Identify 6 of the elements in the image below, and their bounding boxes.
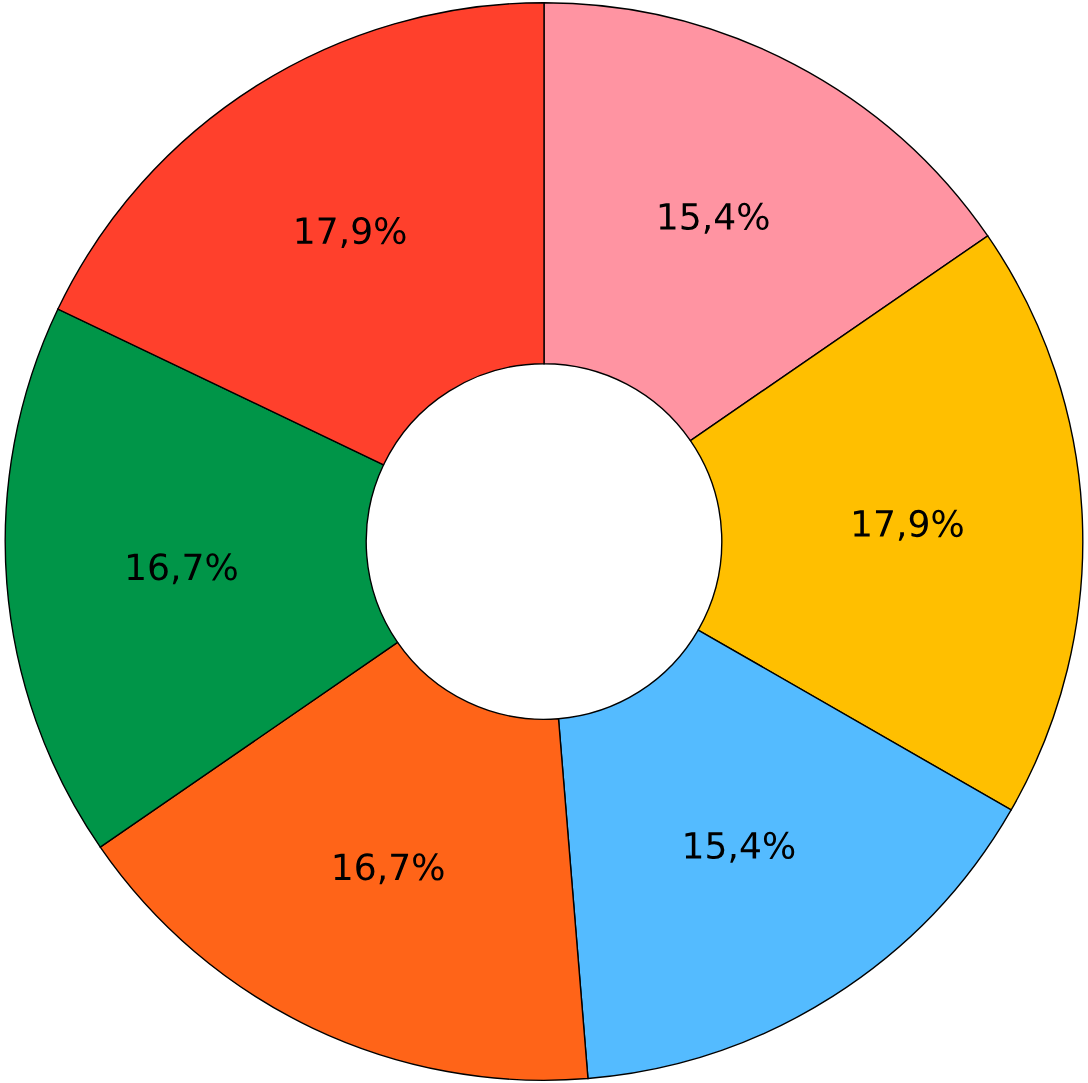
data-label: 16,7% — [128, 553, 237, 585]
data-label: 17,9% — [296, 216, 406, 248]
data-label: 16,7% — [334, 853, 444, 885]
data-label: 17,9% — [854, 509, 963, 541]
data-label: 15,4% — [659, 202, 769, 234]
data-label: 15,4% — [685, 831, 795, 863]
